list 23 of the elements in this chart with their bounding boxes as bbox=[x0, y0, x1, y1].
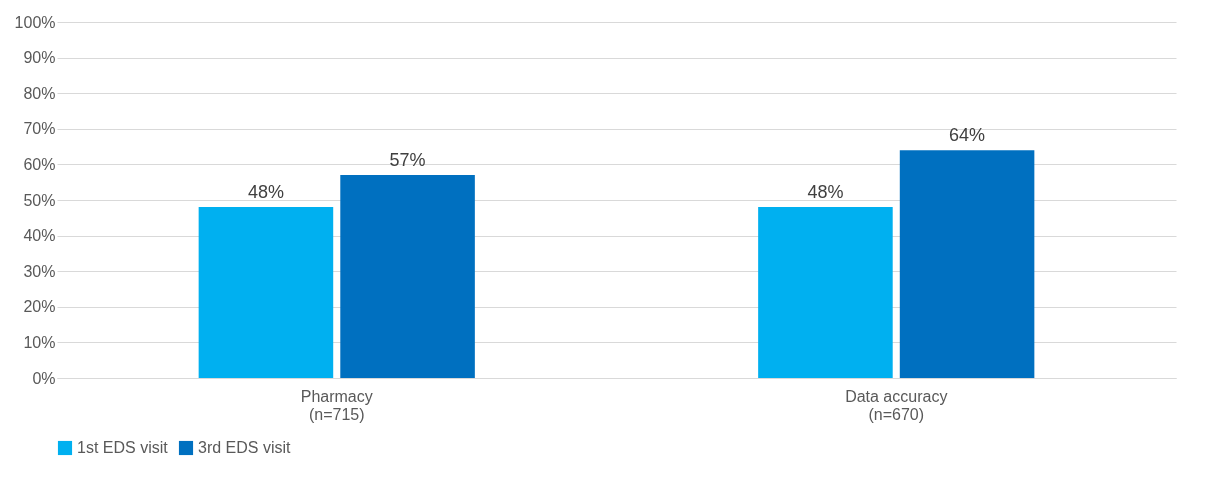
y-tick-label: 90% bbox=[23, 49, 56, 67]
y-tick-label: 10% bbox=[23, 333, 56, 351]
x-tick-label: Data accuracy (n=670) bbox=[845, 387, 948, 423]
legend-label: 3rd EDS visit bbox=[198, 439, 292, 456]
y-tick-label: 30% bbox=[23, 262, 56, 280]
data-label: 64% bbox=[949, 125, 986, 146]
legend-label: 1st EDS visit bbox=[77, 439, 169, 456]
bar bbox=[899, 150, 1035, 378]
y-tick-label: 70% bbox=[23, 120, 56, 138]
data-label: 48% bbox=[807, 182, 844, 203]
x-tick-label: Pharmacy (n=715) bbox=[300, 387, 373, 423]
bar bbox=[340, 175, 475, 378]
y-tick-label: 0% bbox=[32, 369, 56, 387]
y-tick-label: 40% bbox=[23, 227, 56, 245]
y-tick-label: 20% bbox=[23, 298, 56, 316]
bar bbox=[198, 207, 334, 378]
y-tick-label: 100% bbox=[14, 13, 56, 31]
data-label: 48% bbox=[247, 182, 284, 203]
y-tick-label: 50% bbox=[23, 191, 56, 209]
data-label: 57% bbox=[389, 150, 426, 171]
y-tick-label: 80% bbox=[23, 84, 56, 102]
y-tick-label: 60% bbox=[23, 155, 56, 173]
bar bbox=[758, 207, 893, 378]
